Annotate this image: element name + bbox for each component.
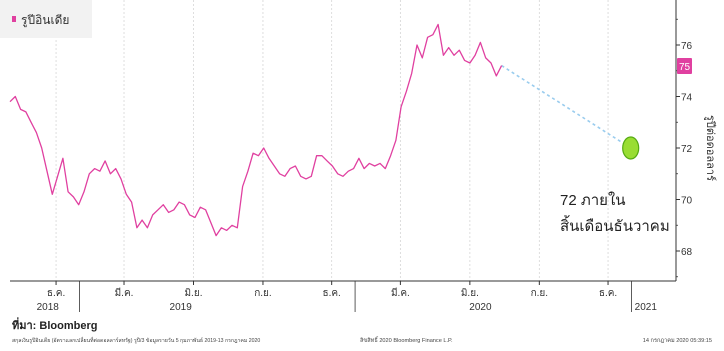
- x-tick-label: ธ.ค.: [47, 288, 65, 299]
- y-tick-label: 68: [681, 247, 693, 258]
- forecast-line: [501, 64, 632, 149]
- x-tick-label: มี.ค.: [115, 287, 134, 299]
- x-tick-label: มิ.ย.: [461, 288, 479, 299]
- y-axis-label: รูปีต่อดอลลาร์: [704, 115, 717, 181]
- x-tick-label: มี.ค.: [391, 287, 410, 299]
- y-tick-label: 74: [681, 93, 693, 104]
- annotation-line-1: 72 ภายใน: [560, 191, 626, 209]
- footer-timestamp: 14 กรกฎาคม 2020 05:39:15: [643, 338, 712, 344]
- grid: [55, 0, 609, 281]
- series-line-rupee: [9, 23, 503, 237]
- legend: รูปีอินเดีย: [0, 0, 92, 38]
- source-label: ที่มา: Bloomberg: [12, 317, 97, 332]
- y-axis-ticks: 68 70 72 74 76: [676, 18, 693, 278]
- year-label: 2018: [37, 302, 60, 313]
- last-value-label: 75: [679, 62, 691, 73]
- y-tick-label: 72: [681, 144, 693, 155]
- annotation-line-2: สิ้นเดือนธันวาคม: [560, 215, 670, 235]
- y-tick-label: 76: [681, 41, 693, 52]
- forecast-marker: [622, 136, 640, 160]
- x-axis-ticks: ธ.ค. มี.ค. มิ.ย. ก.ย. ธ.ค. มี.ค. มิ.ย. ก.ย. ธ.ค.…: [37, 281, 658, 313]
- year-label: 2019: [170, 302, 193, 313]
- footer-copyright: ลิขสิทธิ์ 2020 Bloomberg Finance L.P.: [359, 335, 453, 344]
- last-value-badge: [677, 58, 692, 74]
- x-tick-label: ก.ย.: [531, 288, 548, 299]
- year-label: 2021: [635, 302, 658, 313]
- footer-note: สกุลเงินรูปีอินเดีย (อัตราแลกเปลี่ยนที่ต…: [12, 337, 260, 344]
- x-tick-label: ธ.ค.: [322, 288, 340, 299]
- x-tick-label: ธ.ค.: [599, 288, 617, 299]
- year-label: 2020: [469, 302, 492, 313]
- legend-label: รูปีอินเดีย: [21, 13, 69, 28]
- x-tick-label: ก.ย.: [254, 288, 271, 299]
- y-tick-label: 70: [681, 196, 693, 207]
- x-tick-label: มิ.ย.: [184, 288, 202, 299]
- legend-swatch: [12, 16, 16, 22]
